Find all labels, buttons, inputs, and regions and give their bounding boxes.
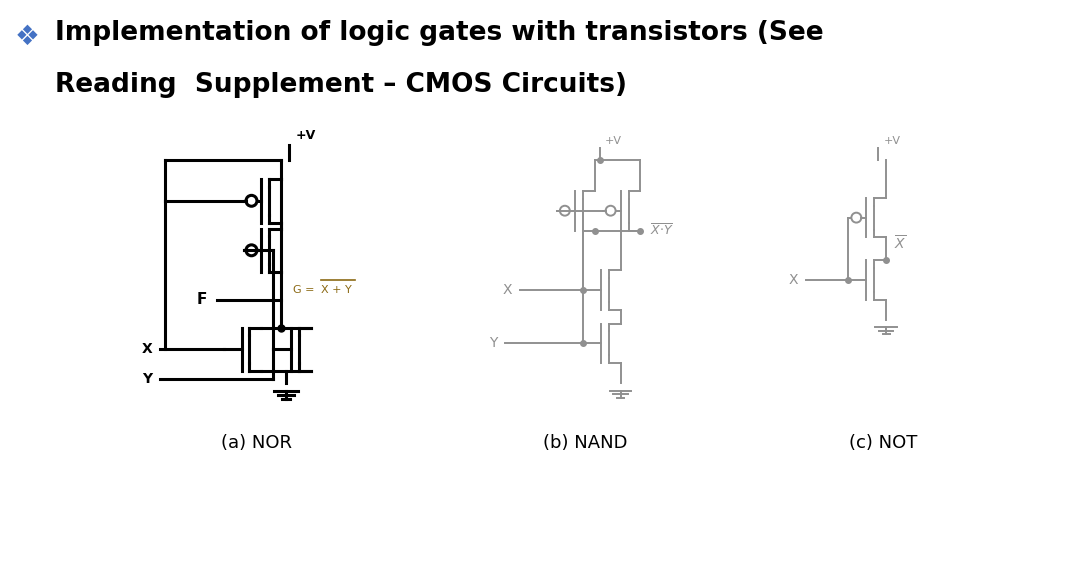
Text: $\overline{X{\cdot}Y}$: $\overline{X{\cdot}Y}$ — [650, 223, 674, 238]
Text: (c) NOT: (c) NOT — [849, 434, 917, 452]
Text: +V: +V — [885, 137, 901, 146]
Text: ❖: ❖ — [15, 22, 40, 51]
Text: (a) NOR: (a) NOR — [221, 434, 292, 452]
Text: X: X — [503, 283, 512, 297]
Text: X: X — [141, 342, 152, 356]
Text: Y: Y — [142, 372, 152, 386]
Text: X + Y: X + Y — [321, 285, 352, 295]
Text: Implementation of logic gates with transistors (See: Implementation of logic gates with trans… — [55, 20, 823, 46]
Text: +V: +V — [604, 137, 621, 146]
Text: $\overline{X}$: $\overline{X}$ — [894, 235, 906, 253]
Text: (b) NAND: (b) NAND — [543, 434, 627, 452]
Text: G =: G = — [293, 285, 318, 295]
Text: F: F — [197, 292, 206, 307]
Text: Reading  Supplement – CMOS Circuits): Reading Supplement – CMOS Circuits) — [55, 72, 627, 98]
Text: Y: Y — [489, 337, 498, 350]
Text: X: X — [788, 273, 798, 287]
Text: +V: +V — [296, 129, 315, 142]
